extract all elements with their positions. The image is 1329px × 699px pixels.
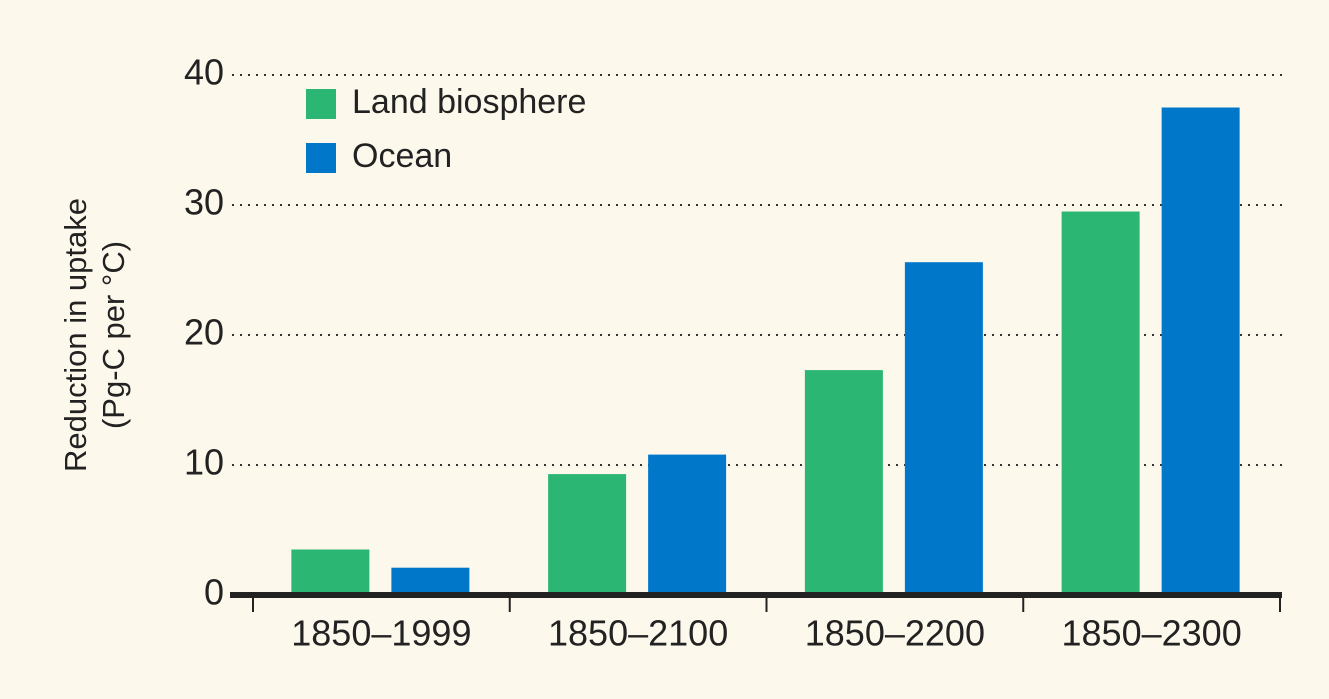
y-axis-label: Reduction in uptake [58, 198, 93, 472]
x-tick-label: 1850–2200 [805, 613, 985, 654]
legend-swatch [306, 143, 336, 173]
bar [1061, 211, 1140, 595]
bar [648, 454, 727, 595]
bar [1161, 107, 1240, 595]
legend-swatch [306, 89, 336, 119]
bar [391, 567, 470, 595]
y-tick-label: 40 [184, 52, 224, 93]
legend-label: Land biosphere [352, 83, 586, 121]
y-tick-label: 10 [184, 442, 224, 483]
y-tick-label: 30 [184, 182, 224, 223]
y-tick-label: 0 [204, 572, 224, 613]
bar [804, 370, 883, 595]
y-tick-label: 20 [184, 312, 224, 353]
bar [291, 549, 370, 595]
x-tick-label: 1850–2100 [548, 613, 728, 654]
legend-label: Ocean [352, 137, 452, 175]
x-tick-label: 1850–2300 [1062, 613, 1242, 654]
x-tick-label: 1850–1999 [291, 613, 471, 654]
y-axis-label: (Pg-C per °C) [96, 241, 131, 429]
bar [548, 474, 627, 595]
bar [904, 262, 983, 595]
